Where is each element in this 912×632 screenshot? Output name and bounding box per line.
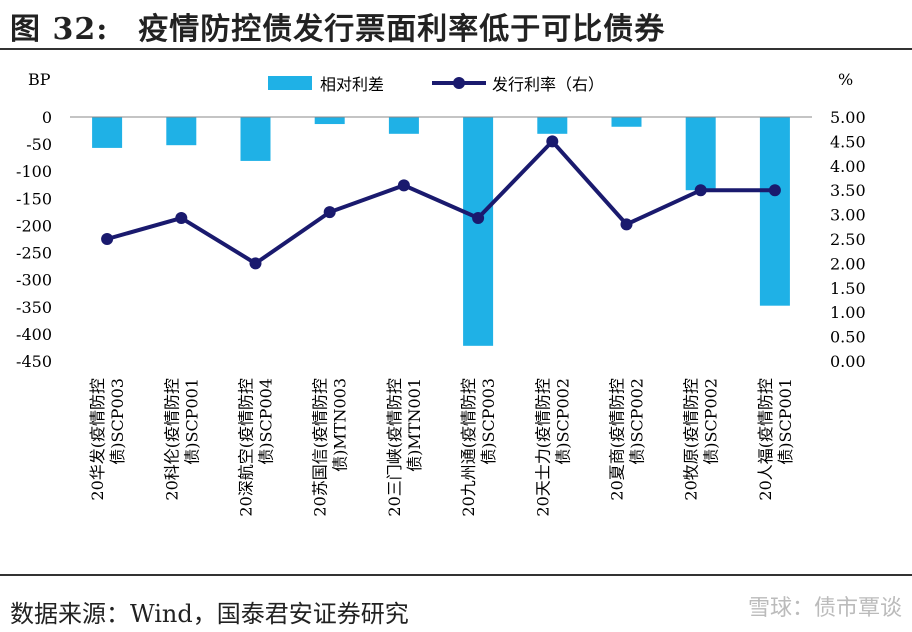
- category-label-line2: 债)MTN003: [331, 378, 350, 472]
- right-tick-label: 1.00: [830, 303, 866, 322]
- bar: [166, 117, 197, 146]
- figure-title-text: 疫情防控债发行票面利率低于可比债券: [138, 12, 666, 47]
- watermark: 雪球：债市覃谈: [747, 596, 902, 621]
- rate-point: [323, 206, 336, 219]
- category-label-line2: 债)SCP002: [702, 378, 721, 465]
- chart: BP % 0 -50 -100 -150 -200 -250 -300 -350 -400 -450 5…: [16, 70, 866, 517]
- bar: [537, 117, 568, 134]
- right-tick-label: 2.00: [830, 254, 866, 273]
- left-axis-label: BP: [28, 70, 51, 89]
- category-label-line2: 债)SCP001: [776, 378, 795, 465]
- legend-bar-swatch: [268, 76, 312, 90]
- right-tick-label: 4.50: [830, 132, 866, 151]
- rate-point: [694, 184, 707, 197]
- right-tick-label: 0.50: [830, 328, 866, 347]
- figure-number: 图 32:: [10, 12, 109, 47]
- right-tick-label: 3.00: [830, 206, 866, 225]
- bar: [611, 117, 642, 127]
- category-label-line1: 20天士力(疫情防控: [533, 378, 552, 517]
- bar: [685, 117, 716, 191]
- rate-point: [101, 233, 114, 245]
- category-label-line1: 20牧原(疫情防控: [682, 378, 701, 501]
- left-tick-label: -350: [16, 298, 52, 317]
- right-tick-label: 0.00: [830, 352, 866, 371]
- rate-point: [472, 212, 485, 225]
- left-tick-label: -150: [16, 189, 52, 208]
- right-tick-label: 5.00: [830, 108, 866, 127]
- category-label-line1: 20夏商(疫情防控: [608, 378, 627, 501]
- rate-line: [106, 138, 775, 266]
- bar: [388, 117, 419, 134]
- bar: [240, 117, 271, 161]
- category-label-line2: 债)SCP001: [182, 378, 201, 465]
- category-label-line1: 20深航空(疫情防控: [237, 378, 256, 517]
- category-label-line2: 债)SCP002: [553, 378, 572, 465]
- category-label-line2: 债)SCP004: [257, 378, 276, 465]
- category-label-line2: 债)SCP002: [628, 378, 647, 465]
- left-tick-label: -400: [16, 325, 52, 344]
- rate-point: [546, 135, 559, 148]
- right-tick-label: 1.50: [830, 279, 866, 298]
- legend-bar-label: 相对利差: [320, 75, 384, 94]
- category-label-line2: 债)SCP003: [108, 378, 127, 465]
- category-label-line2: 债)SCP003: [479, 378, 498, 465]
- category-label-line1: 20苏国信(疫情防控: [311, 378, 330, 517]
- rate-point: [620, 218, 633, 231]
- top-divider: [0, 48, 912, 50]
- category-label-line1: 20九州通(疫情防控: [459, 378, 478, 517]
- category-label-line2: 债)MTN001: [405, 378, 424, 472]
- category-label-line1: 20三门峡(疫情防控: [385, 378, 404, 517]
- bar: [759, 117, 790, 306]
- figure-title: 图 32: 疫情防控债发行票面利率低于可比债券: [10, 4, 665, 48]
- left-tick-label: -200: [16, 216, 52, 235]
- source-note: 数据来源：Wind，国泰君安证券研究: [10, 600, 409, 628]
- left-tick-label: -250: [16, 244, 52, 263]
- left-tick-label: -100: [16, 162, 52, 181]
- category-label-line1: 20人福(疫情防控: [756, 378, 775, 501]
- right-tick-label: 3.50: [830, 181, 866, 200]
- right-axis-label: %: [838, 70, 853, 89]
- bar: [92, 117, 123, 148]
- bar: [314, 117, 345, 125]
- left-tick-label: -450: [16, 352, 52, 371]
- rate-point: [397, 179, 410, 192]
- rate-point: [175, 212, 188, 225]
- left-tick-label: -300: [16, 271, 52, 290]
- right-tick-label: 4.00: [830, 157, 866, 176]
- rate-point: [249, 257, 262, 270]
- rate-point: [768, 184, 781, 197]
- bar: [463, 117, 494, 346]
- left-tick-label: 0: [42, 108, 52, 127]
- legend-line-label: 发行利率（右）: [492, 75, 604, 94]
- category-label-line1: 20华发(疫情防控: [88, 378, 107, 501]
- legend-line-marker: [453, 77, 465, 89]
- left-tick-label: -50: [26, 135, 52, 154]
- right-tick-label: 2.50: [830, 230, 866, 249]
- category-label-line1: 20科伦(疫情防控: [162, 378, 181, 501]
- bottom-divider: [0, 574, 912, 576]
